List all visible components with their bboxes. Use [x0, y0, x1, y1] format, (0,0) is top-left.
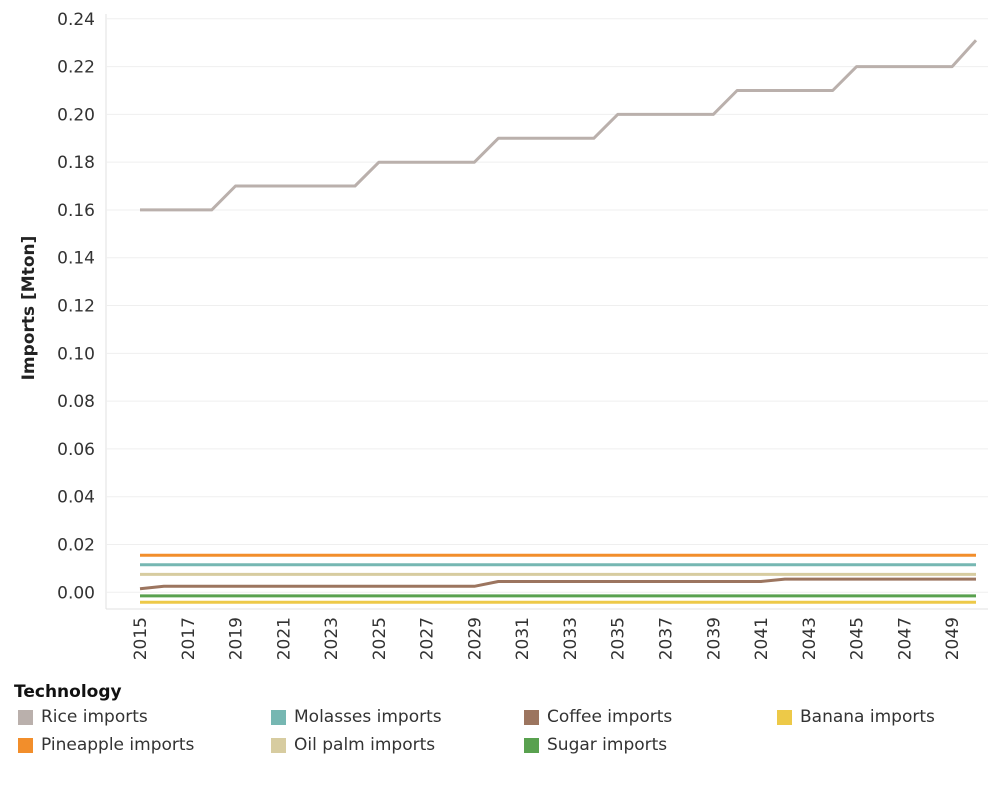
legend-label: Rice imports [41, 707, 148, 727]
y-tick-label: 0.12 [57, 297, 95, 317]
legend-item: Pineapple imports [14, 734, 267, 756]
gridlines [105, 14, 988, 610]
legend-title: Technology [14, 682, 122, 702]
y-tick-label: 0.08 [57, 392, 95, 412]
legend-items: Rice imports Molasses imports Coffee impor… [14, 706, 994, 756]
y-tick-label: 0.20 [57, 105, 95, 125]
legend-swatch-icon [524, 709, 539, 725]
legend: Technology Rice imports Molasses imports C… [14, 682, 994, 756]
y-tick-label: 0.24 [57, 10, 95, 30]
x-tick-label: 2039 [704, 617, 724, 660]
x-tick-label: 2027 [418, 617, 438, 660]
y-tick-label: 0.10 [57, 344, 95, 364]
legend-swatch-icon [271, 737, 286, 753]
y-tick-label: 0.16 [57, 201, 95, 221]
legend-label: Oil palm imports [294, 735, 436, 755]
y-tick-label: 0.18 [57, 153, 95, 173]
x-tick-label: 2021 [274, 617, 294, 660]
legend-item: Coffee imports [520, 706, 773, 728]
x-tick-label: 2047 [895, 617, 915, 660]
legend-item: Sugar imports [520, 734, 773, 756]
legend-label: Pineapple imports [41, 735, 195, 755]
series-lines [139, 39, 978, 604]
x-tick-label: 2019 [227, 617, 247, 660]
x-tick-label: 2025 [370, 617, 390, 660]
series-line-rice-imports [140, 39, 978, 212]
legend-item: Banana imports [773, 706, 993, 728]
x-tick-label: 2015 [131, 617, 151, 660]
y-tick-label: 0.06 [57, 440, 95, 460]
legend-item: Oil palm imports [267, 734, 520, 756]
x-tick-label: 2017 [179, 617, 199, 660]
legend-swatch-icon [271, 709, 286, 725]
y-axis-title: Imports [Mton] [19, 236, 39, 381]
legend-swatch-icon [524, 737, 539, 753]
y-tick-label: 0.22 [57, 58, 95, 78]
legend-label: Banana imports [800, 707, 935, 727]
legend-label: Molasses imports [294, 707, 442, 727]
x-tick-label: 2031 [513, 617, 533, 660]
y-tick-label: 0.00 [57, 583, 95, 603]
legend-item: Molasses imports [267, 706, 520, 728]
legend-swatch-icon [18, 709, 33, 725]
x-axis-ticks: 2015 2017 2019 2021 2023 2025 2027 2029 2031 2033… [131, 617, 963, 660]
legend-swatch-icon [18, 737, 33, 753]
y-axis-ticks: 0.24 0.22 0.20 0.18 0.16 0.14 0.12 0.10 0.08 0.06… [57, 10, 95, 603]
line-chart: 0.24 0.22 0.20 0.18 0.16 0.14 0.12 0.10 0.08 0.06… [19, 10, 988, 660]
x-tick-label: 2043 [800, 617, 820, 660]
y-tick-label: 0.14 [57, 249, 95, 269]
series-line-coffee-imports [139, 577, 976, 591]
legend-item: Rice imports [14, 706, 267, 728]
legend-swatch-icon [777, 709, 792, 725]
x-tick-label: 2037 [656, 617, 676, 660]
x-tick-label: 2023 [322, 617, 342, 660]
y-tick-label: 0.04 [57, 488, 95, 508]
legend-label: Sugar imports [547, 735, 668, 755]
x-tick-label: 2045 [848, 617, 868, 660]
y-tick-label: 0.02 [57, 535, 95, 555]
x-tick-label: 2049 [943, 617, 963, 660]
x-tick-label: 2035 [609, 617, 629, 660]
x-tick-label: 2033 [561, 617, 581, 660]
x-tick-label: 2029 [465, 617, 485, 660]
x-tick-label: 2041 [752, 617, 772, 660]
legend-label: Coffee imports [547, 707, 673, 727]
